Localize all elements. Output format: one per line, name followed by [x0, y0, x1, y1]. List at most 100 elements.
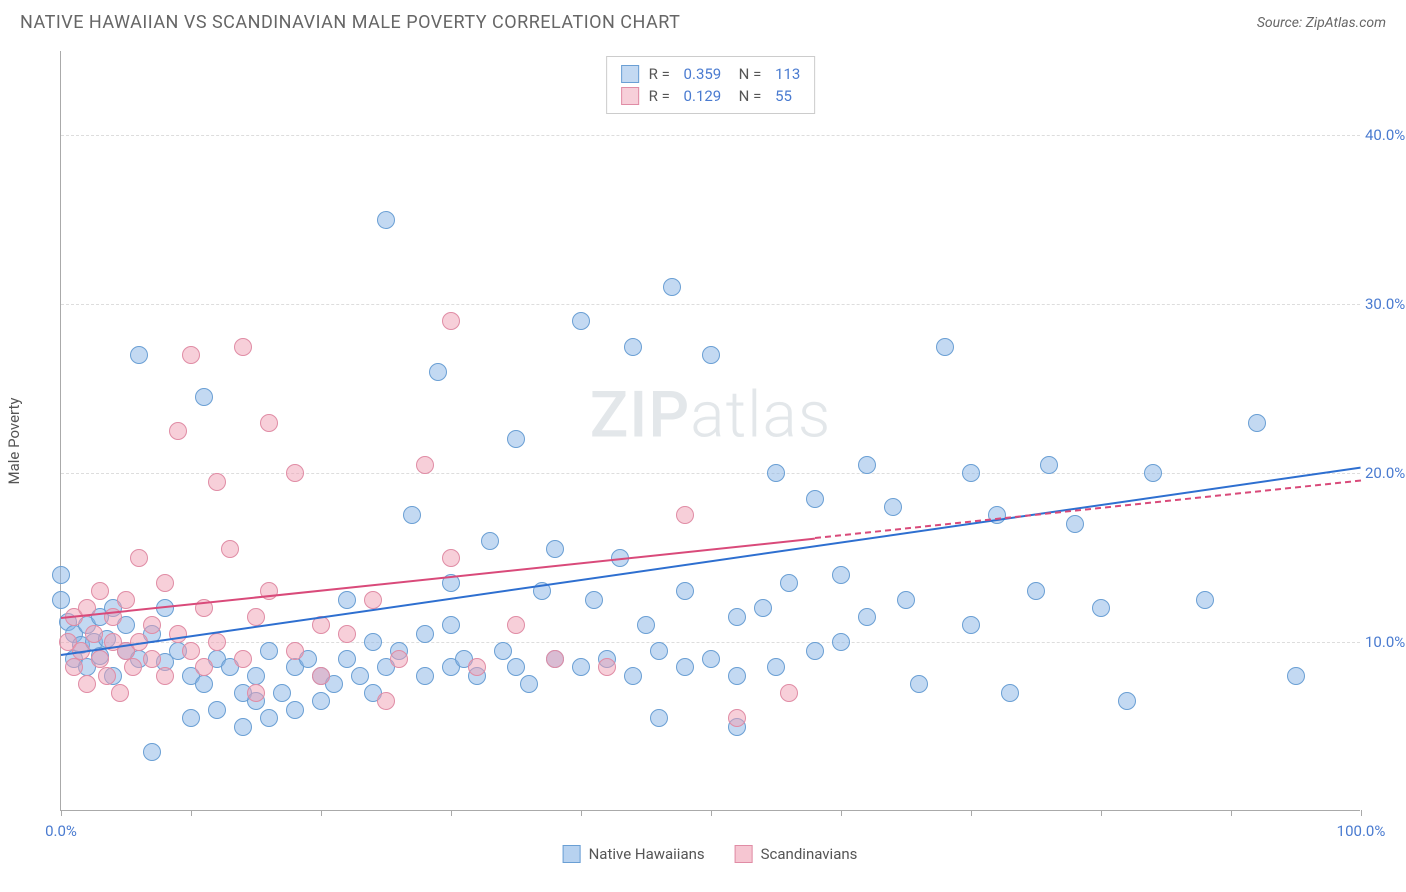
legend-label: Scandinavians [761, 845, 858, 863]
scatter-point [1118, 692, 1136, 710]
scatter-point [637, 616, 655, 634]
scatter-point [858, 608, 876, 626]
scatter-point [1001, 684, 1019, 702]
scatter-point [416, 625, 434, 643]
scatter-point [143, 616, 161, 634]
scatter-point [624, 338, 642, 356]
scatter-point [507, 616, 525, 634]
scatter-point [143, 650, 161, 668]
r-value-0: 0.359 [684, 65, 722, 83]
scatter-point [260, 414, 278, 432]
scatter-point [429, 363, 447, 381]
scatter-point [676, 658, 694, 676]
scatter-point [143, 743, 161, 761]
scatter-point [1287, 667, 1305, 685]
scatter-point [124, 658, 142, 676]
scatter-point [195, 675, 213, 693]
chart-source: Source: ZipAtlas.com [1257, 15, 1386, 31]
ytick-label: 40.0% [1365, 126, 1406, 144]
watermark: ZIPatlas [590, 378, 832, 453]
scatter-point [338, 650, 356, 668]
xtick [61, 810, 62, 816]
scatter-point [234, 338, 252, 356]
scatter-point [858, 456, 876, 474]
scatter-point [273, 684, 291, 702]
scatter-point [507, 658, 525, 676]
scatter-point [182, 709, 200, 727]
scatter-point [364, 591, 382, 609]
scatter-point [130, 549, 148, 567]
gridline [61, 473, 1360, 474]
scatter-point [546, 650, 564, 668]
scatter-point [585, 591, 603, 609]
scatter-point [403, 506, 421, 524]
gridline [61, 135, 1360, 136]
legend-item: Scandinavians [735, 845, 858, 863]
scatter-point [754, 599, 772, 617]
xtick-label: 0.0% [45, 822, 77, 840]
scatter-point [1040, 456, 1058, 474]
scatter-point [1027, 582, 1045, 600]
r-value-1: 0.129 [684, 87, 722, 105]
chart-container: Male Poverty ZIPatlas R = 0.359 N = 113 … [50, 51, 1370, 831]
scatter-point [702, 346, 720, 364]
n-value-0: 113 [775, 65, 800, 83]
scatter-point [286, 464, 304, 482]
scatter-point [676, 582, 694, 600]
xtick [191, 810, 192, 816]
scatter-point [806, 642, 824, 660]
scatter-point [338, 625, 356, 643]
stats-row-series-1: R = 0.129 N = 55 [621, 85, 801, 107]
xtick [711, 810, 712, 816]
scatter-point [312, 692, 330, 710]
legend-swatch [563, 845, 581, 863]
swatch-series-1 [621, 87, 639, 105]
scatter-point [351, 667, 369, 685]
scatter-point [546, 540, 564, 558]
scatter-point [1066, 515, 1084, 533]
scatter-point [52, 591, 70, 609]
n-value-1: 55 [775, 87, 792, 105]
scatter-point [442, 616, 460, 634]
scatter-point [468, 658, 486, 676]
ytick-label: 20.0% [1365, 464, 1406, 482]
xtick [321, 810, 322, 816]
gridline [61, 304, 1360, 305]
scatter-point [806, 490, 824, 508]
scatter-point [260, 709, 278, 727]
scatter-point [572, 658, 590, 676]
scatter-point [663, 278, 681, 296]
ytick-label: 10.0% [1365, 633, 1406, 651]
scatter-point [1092, 599, 1110, 617]
scatter-point [702, 650, 720, 668]
scatter-point [676, 506, 694, 524]
scatter-point [416, 456, 434, 474]
scatter-point [832, 633, 850, 651]
trend-line [61, 466, 1361, 655]
scatter-point [260, 642, 278, 660]
legend-swatch [735, 845, 753, 863]
scatter-point [312, 667, 330, 685]
scatter-point [507, 430, 525, 448]
scatter-point [936, 338, 954, 356]
xtick-label: 100.0% [1337, 822, 1386, 840]
y-axis-label: Male Poverty [5, 398, 23, 485]
scatter-point [208, 473, 226, 491]
scatter-point [156, 667, 174, 685]
scatter-point [78, 675, 96, 693]
scatter-point [1196, 591, 1214, 609]
scatter-point [1144, 464, 1162, 482]
scatter-point [247, 667, 265, 685]
scatter-point [52, 566, 70, 584]
scatter-point [234, 718, 252, 736]
scatter-point [832, 566, 850, 584]
scatter-point [897, 591, 915, 609]
scatter-point [1248, 414, 1266, 432]
scatter-point [65, 658, 83, 676]
scatter-point [884, 498, 902, 516]
xtick [1231, 810, 1232, 816]
scatter-point [442, 312, 460, 330]
scatter-point [247, 608, 265, 626]
scatter-point [182, 642, 200, 660]
scatter-point [390, 650, 408, 668]
